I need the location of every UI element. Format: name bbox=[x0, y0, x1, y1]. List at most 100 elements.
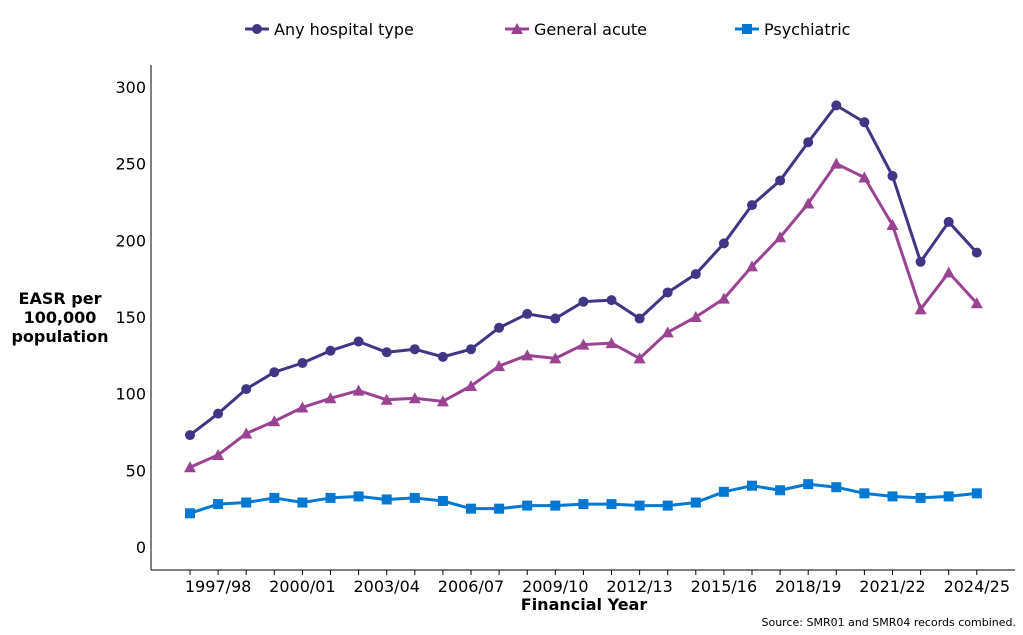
legend-item: General acute bbox=[505, 20, 647, 39]
legend-marker-triangle-icon bbox=[511, 23, 523, 34]
data-point bbox=[522, 308, 533, 319]
data-point bbox=[408, 392, 421, 404]
x-tick-label: 2021/22 bbox=[859, 577, 925, 596]
series-line bbox=[189, 103, 978, 437]
data-point bbox=[494, 503, 505, 514]
data-point bbox=[605, 337, 618, 349]
data-point bbox=[915, 256, 926, 267]
data-point bbox=[717, 292, 730, 304]
legend-label: General acute bbox=[534, 20, 647, 39]
series-general-acute bbox=[184, 157, 983, 473]
data-point bbox=[268, 415, 281, 427]
legend-marker-square-icon bbox=[742, 24, 752, 34]
y-tick-label: 200 bbox=[115, 231, 146, 250]
x-tick-label: 2015/16 bbox=[691, 577, 757, 596]
data-point bbox=[662, 287, 673, 298]
data-point bbox=[381, 494, 392, 505]
data-point bbox=[185, 508, 195, 519]
legend-item: Psychiatric bbox=[735, 20, 850, 39]
data-point bbox=[409, 344, 420, 355]
data-point bbox=[633, 352, 646, 364]
x-tick-label: 2000/01 bbox=[269, 577, 335, 596]
data-point bbox=[213, 499, 224, 510]
x-tick-label: 1997/98 bbox=[185, 577, 251, 596]
data-point bbox=[493, 360, 506, 372]
data-point bbox=[352, 384, 365, 396]
data-point bbox=[578, 499, 589, 510]
data-point bbox=[943, 491, 954, 502]
x-tick-label: 2009/10 bbox=[522, 577, 588, 596]
x-tick-label: 2018/19 bbox=[775, 577, 841, 596]
data-point bbox=[521, 349, 534, 361]
data-point bbox=[353, 336, 364, 347]
data-point bbox=[325, 492, 336, 503]
data-point bbox=[465, 380, 477, 391]
data-point bbox=[859, 117, 870, 128]
data-point bbox=[436, 395, 449, 407]
legend-item: Any hospital type bbox=[245, 20, 414, 39]
data-point bbox=[887, 170, 898, 181]
data-point bbox=[746, 260, 758, 272]
data-point bbox=[578, 296, 589, 307]
legend: Any hospital type General acute Psychiatri… bbox=[245, 20, 850, 39]
data-point bbox=[886, 219, 899, 230]
data-point bbox=[859, 488, 870, 499]
series-psychiatric bbox=[185, 479, 982, 519]
data-point bbox=[718, 486, 729, 497]
data-point bbox=[550, 500, 561, 511]
x-tick-label: 2003/04 bbox=[353, 577, 419, 596]
data-point bbox=[297, 497, 308, 508]
y-tick-label: 250 bbox=[115, 155, 146, 174]
data-point bbox=[353, 491, 364, 502]
data-point bbox=[802, 197, 815, 209]
legend-label: Psychiatric bbox=[764, 20, 850, 39]
data-point bbox=[606, 499, 617, 510]
data-point bbox=[803, 137, 814, 148]
data-point bbox=[466, 503, 476, 514]
data-point bbox=[971, 247, 982, 258]
data-point bbox=[409, 492, 420, 503]
data-point bbox=[296, 401, 309, 413]
data-point bbox=[213, 408, 224, 419]
y-tick-label: 0 bbox=[136, 538, 146, 557]
data-point bbox=[887, 491, 898, 502]
data-point bbox=[380, 393, 393, 405]
data-point bbox=[690, 497, 701, 508]
series-line bbox=[189, 162, 978, 469]
data-point bbox=[269, 367, 280, 378]
data-point bbox=[971, 488, 982, 499]
data-point bbox=[549, 352, 562, 364]
data-point bbox=[185, 430, 195, 441]
y-axis-label-line-3: population bbox=[11, 327, 108, 346]
data-point bbox=[690, 269, 701, 280]
x-tick-label: 2006/07 bbox=[438, 577, 504, 596]
data-point bbox=[774, 231, 787, 243]
data-point bbox=[662, 500, 673, 511]
x-axis-label: Financial Year bbox=[521, 595, 648, 614]
data-point bbox=[240, 427, 253, 439]
x-tick-label: 2012/13 bbox=[606, 577, 672, 596]
data-point bbox=[831, 482, 842, 493]
data-point bbox=[606, 295, 617, 306]
data-point bbox=[325, 345, 336, 356]
series-any-hospital-type bbox=[185, 100, 982, 441]
data-point bbox=[269, 492, 280, 503]
source-note: Source: SMR01 and SMR04 records combined… bbox=[761, 616, 1016, 629]
data-point bbox=[522, 500, 533, 511]
data-point bbox=[241, 384, 252, 395]
data-point bbox=[437, 351, 448, 362]
data-point bbox=[831, 100, 842, 111]
data-point bbox=[381, 347, 392, 358]
data-point bbox=[915, 492, 926, 503]
data-point bbox=[466, 344, 476, 355]
legend-label: Any hospital type bbox=[274, 20, 414, 39]
y-axis-label-line-1: EASR per bbox=[19, 289, 102, 308]
data-point bbox=[212, 449, 225, 460]
y-tick-label: 100 bbox=[115, 385, 146, 404]
data-point bbox=[914, 303, 927, 315]
y-axis-label-line-2: 100,000 bbox=[24, 308, 97, 327]
data-point bbox=[297, 358, 308, 368]
data-point bbox=[661, 326, 674, 338]
data-point bbox=[437, 496, 448, 506]
